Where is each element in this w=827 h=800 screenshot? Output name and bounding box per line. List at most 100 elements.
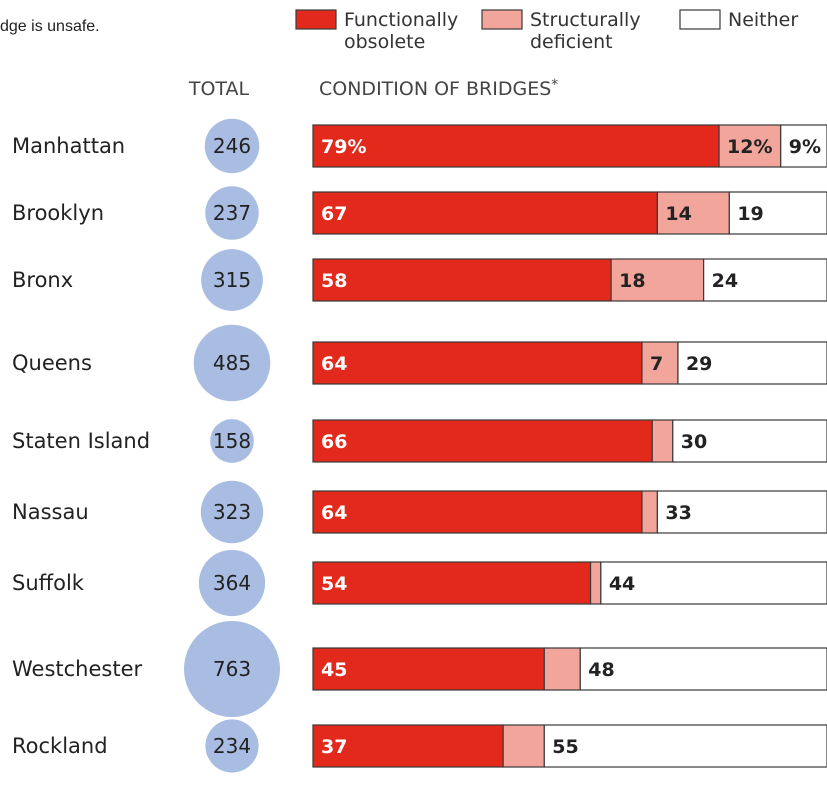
total-bubble <box>210 419 254 463</box>
segment-label: 33 <box>665 502 691 524</box>
bar-segment-functionally-obsolete <box>312 258 612 302</box>
segment-label: 12% <box>727 136 772 158</box>
total-header: TOTAL <box>188 78 250 100</box>
segment-label: 45 <box>321 659 347 681</box>
category-label: Westchester <box>12 657 142 681</box>
category-label: Nassau <box>12 500 89 524</box>
bar-segment-functionally-obsolete <box>312 124 720 168</box>
category-label: Brooklyn <box>12 201 104 225</box>
row-suffolk: Suffolk 364 54 44 <box>12 549 827 617</box>
segment-label: 14 <box>665 203 691 225</box>
total-value: 763 <box>213 657 251 681</box>
total-value: 323 <box>213 500 251 524</box>
total-bubble <box>198 549 266 617</box>
segment-label: 66 <box>321 431 347 453</box>
segment-label: 30 <box>681 431 707 453</box>
category-label: Staten Island <box>12 429 150 453</box>
category-label: Manhattan <box>12 134 125 158</box>
category-label: Bronx <box>12 268 73 292</box>
chart-rows: Manhattan 246 79% 12% 9%Brooklyn 237 67 14 19Bro… <box>12 118 827 773</box>
segment-label: 18 <box>619 270 645 292</box>
bar-segment-structurally-deficient <box>589 561 602 605</box>
category-label: Suffolk <box>12 571 85 595</box>
total-bubble <box>184 621 280 717</box>
bar-segment-structurally-deficient <box>651 419 674 463</box>
bar-segment-structurally-deficient <box>641 490 658 534</box>
bar-segment-neither <box>543 724 827 768</box>
row-staten-island: Staten Island 158 66 30 <box>12 419 827 463</box>
legend-swatch-0 <box>295 9 337 30</box>
segment-label: 29 <box>686 353 712 375</box>
legend-label-0-0: Functionally <box>344 9 458 31</box>
total-value: 485 <box>213 351 251 375</box>
total-bubble <box>200 480 264 544</box>
row-brooklyn: Brooklyn 237 67 14 19 <box>12 186 827 240</box>
legend-label-1-0: Structurally <box>530 9 641 31</box>
total-value: 315 <box>213 268 251 292</box>
segment-label: 67 <box>321 203 347 225</box>
row-rockland: Rockland 234 37 55 <box>12 719 827 773</box>
segment-label: 48 <box>588 659 614 681</box>
segment-label: 7 <box>650 353 663 375</box>
bar-segment-functionally-obsolete <box>312 724 504 768</box>
legend-swatch-1 <box>481 9 523 30</box>
bar-header-text: CONDITION OF BRIDGES <box>319 78 551 100</box>
bar-segment-structurally-deficient <box>656 191 730 235</box>
segment-label: 9% <box>789 136 821 158</box>
total-value: 364 <box>213 571 251 595</box>
segment-label: 24 <box>712 270 738 292</box>
segment-label: 54 <box>321 573 347 595</box>
bar-segment-neither <box>703 258 827 302</box>
total-bubble <box>193 324 271 402</box>
segment-label: 79% <box>321 136 366 158</box>
segment-label: 64 <box>321 353 347 375</box>
intro-text: dge is unsafe. <box>0 18 100 35</box>
category-label: Rockland <box>12 734 108 758</box>
legend-label-0-1: obsolete <box>344 31 425 53</box>
bar-segment-neither <box>780 124 827 168</box>
bar-segment-neither <box>672 419 827 463</box>
bar-segment-structurally-deficient <box>610 258 705 302</box>
segment-label: 58 <box>321 270 347 292</box>
segment-label: 55 <box>552 736 578 758</box>
segment-label: 64 <box>321 502 347 524</box>
row-queens: Queens 485 64 7 29 <box>12 324 827 402</box>
bar-segment-neither <box>656 490 827 534</box>
total-value: 234 <box>213 734 251 758</box>
row-westchester: Westchester 763 45 48 <box>12 621 827 717</box>
row-manhattan: Manhattan 246 79% 12% 9% <box>12 118 827 174</box>
total-bubble <box>205 186 259 240</box>
legend-label-2-0: Neither <box>728 9 798 31</box>
bar-segment-functionally-obsolete <box>312 490 643 534</box>
total-bubble <box>201 249 263 311</box>
total-value: 246 <box>213 134 251 158</box>
bar-segment-neither <box>579 647 827 691</box>
row-nassau: Nassau 323 64 33 <box>12 480 827 544</box>
bar-segment-structurally-deficient <box>641 341 679 385</box>
bar-segment-functionally-obsolete <box>312 561 592 605</box>
bar-segment-neither <box>677 341 827 385</box>
segment-label: 19 <box>737 203 763 225</box>
bar-header-marker: * <box>551 77 558 93</box>
segment-label: 37 <box>321 736 347 758</box>
bar-segment-neither <box>728 191 827 235</box>
bar-segment-functionally-obsolete <box>312 191 658 235</box>
total-bubble <box>204 118 260 174</box>
category-label: Queens <box>12 351 92 375</box>
total-value: 237 <box>213 201 251 225</box>
bar-segment-functionally-obsolete <box>312 341 643 385</box>
bar-segment-neither <box>600 561 827 605</box>
row-bronx: Bronx 315 58 18 24 <box>12 249 827 311</box>
bar-segment-functionally-obsolete <box>312 419 653 463</box>
bar-header: CONDITION OF BRIDGES* <box>319 77 558 100</box>
bar-segment-functionally-obsolete <box>312 647 545 691</box>
total-value: 158 <box>213 429 251 453</box>
total-bubble <box>205 719 259 773</box>
legend-label-1-1: deficient <box>530 31 613 53</box>
segment-label: 44 <box>609 573 635 595</box>
bar-segment-structurally-deficient <box>543 647 581 691</box>
bar-segment-structurally-deficient <box>502 724 545 768</box>
legend-swatch-2 <box>679 9 721 30</box>
